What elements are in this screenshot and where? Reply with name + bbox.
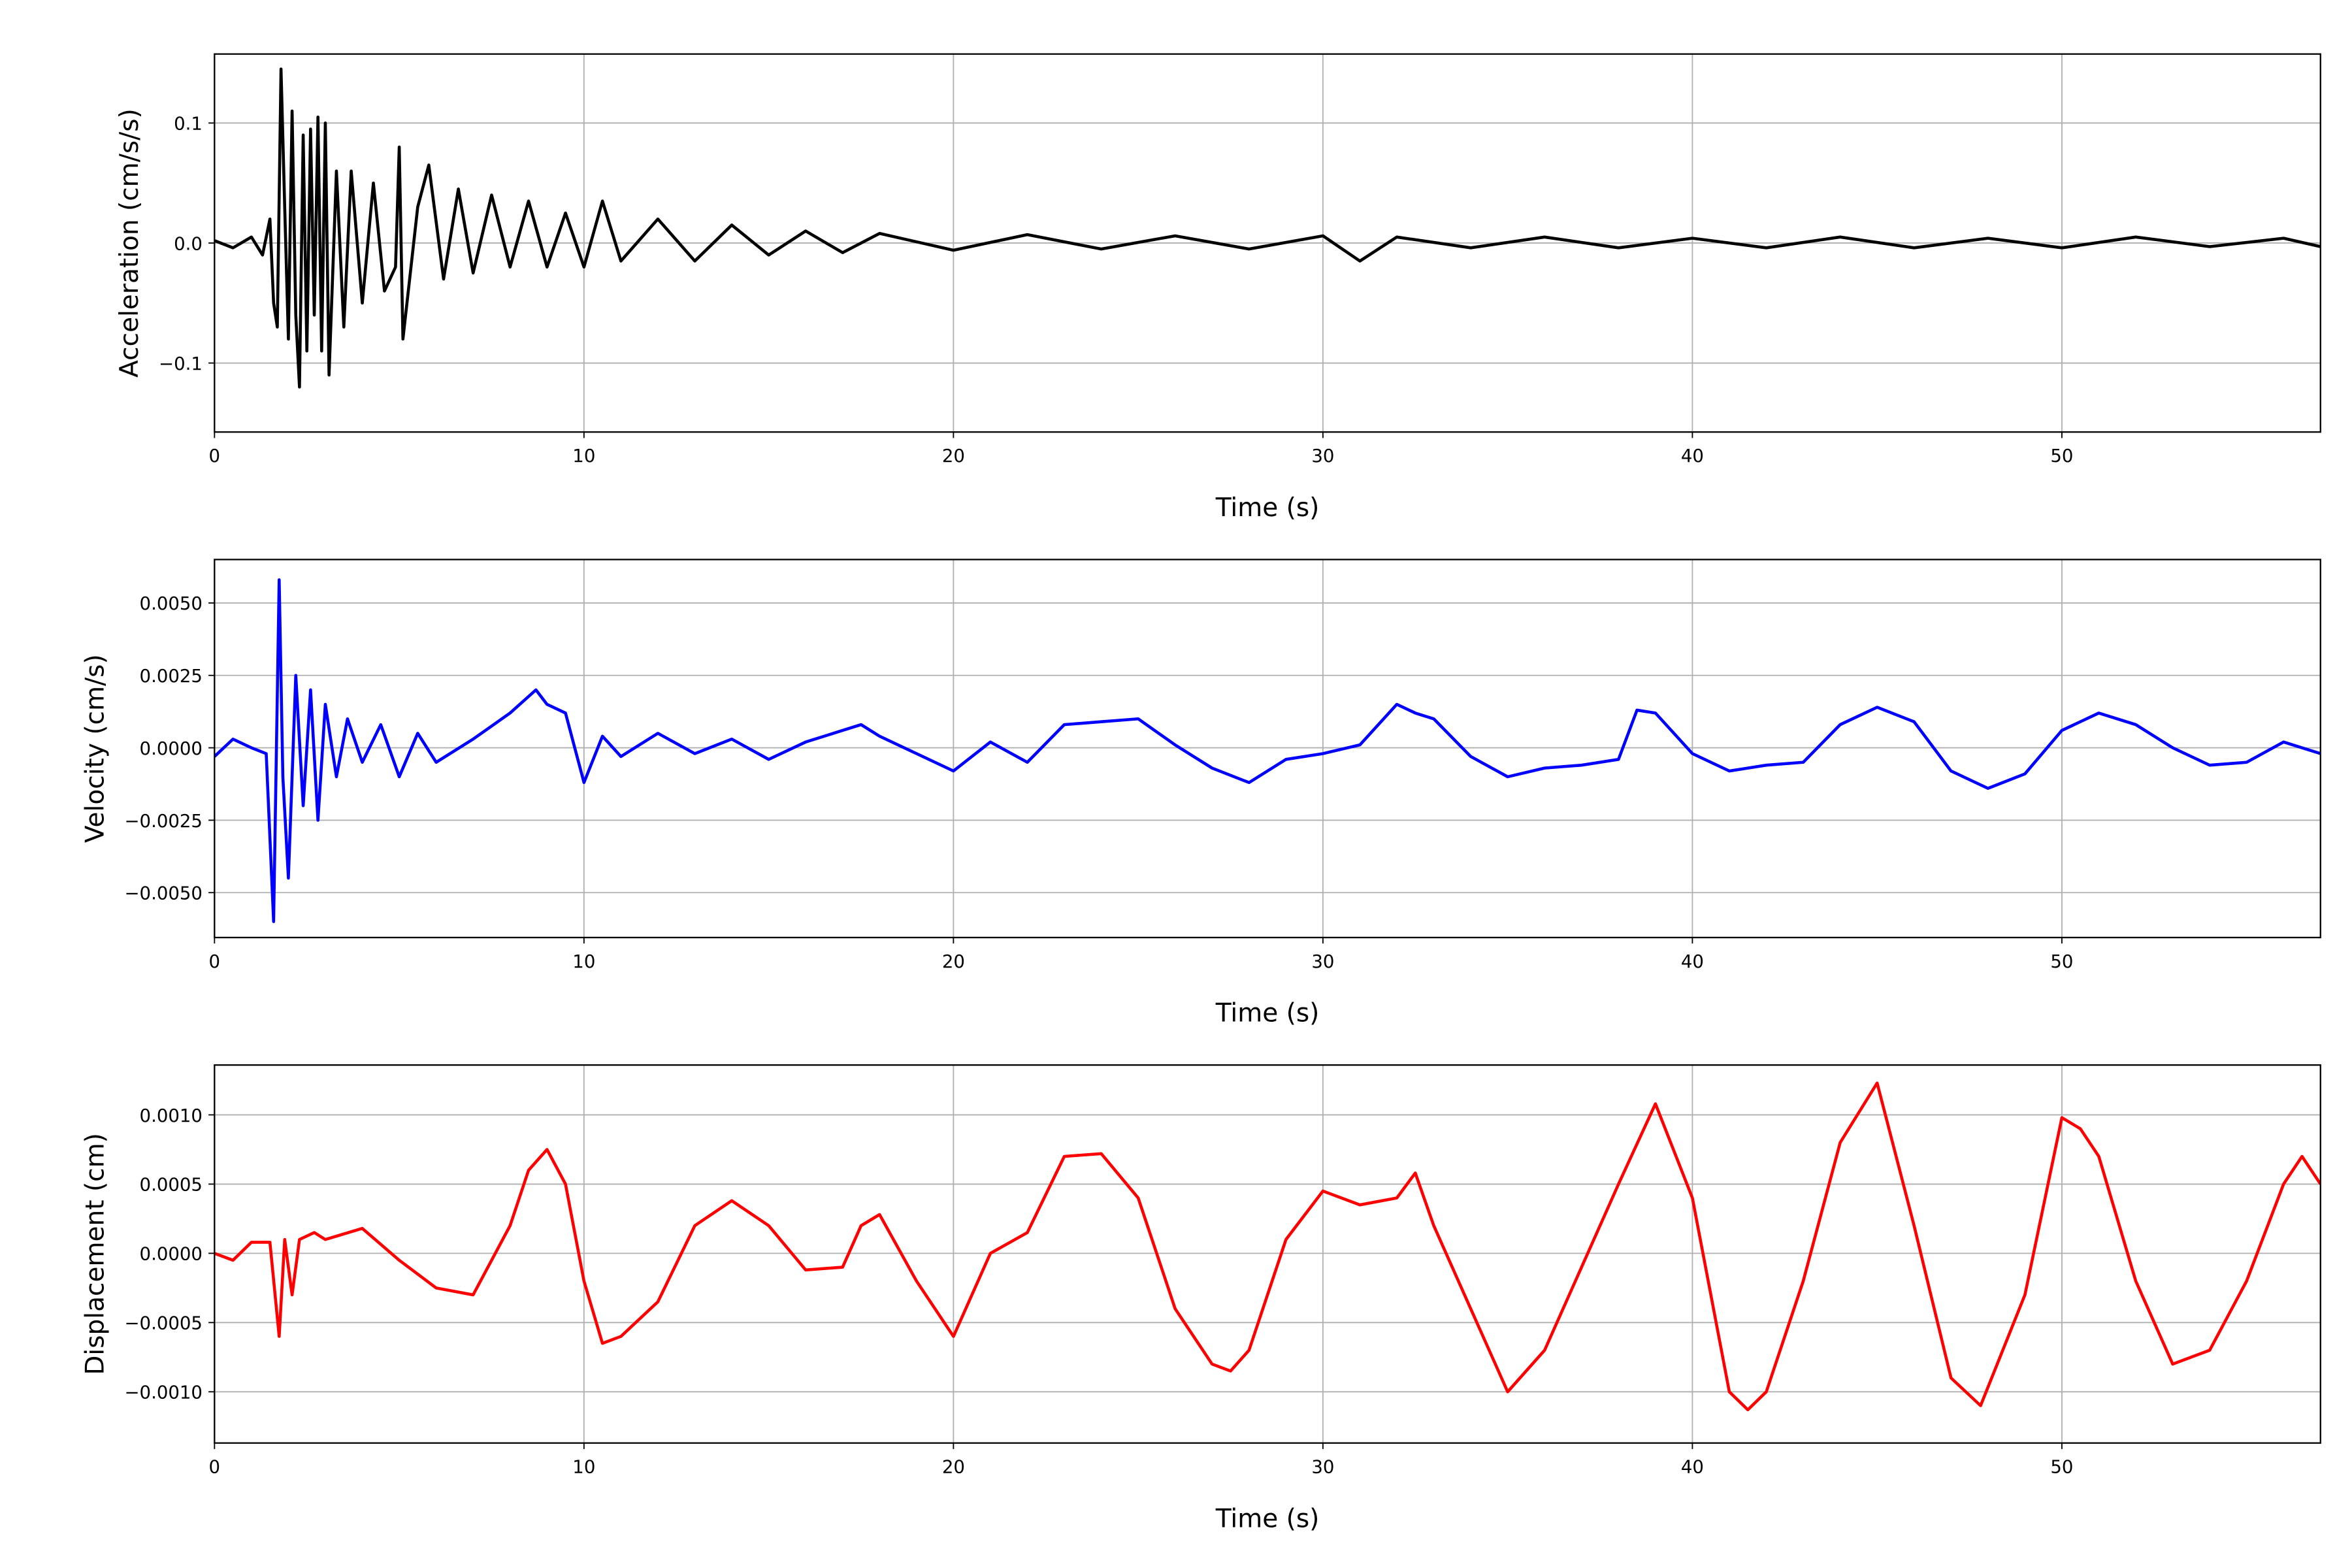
panel: 0 10 20 30 40 50 −0.0010 −0.0005 0.0000 0.0005 0.0… <box>80 1064 2321 1533</box>
plot <box>214 67 2321 389</box>
panel: 0 10 20 30 40 50 −0.0050 −0.0025 0.0000 0.0025 0.0… <box>80 559 2321 1028</box>
y-tick-label: 0.0000 <box>140 738 203 759</box>
y-axis-label: Velocity (cm/s) <box>80 654 110 843</box>
x-tick-label: 0 <box>209 951 221 972</box>
y-tick-label: −0.0025 <box>124 811 202 832</box>
x-tick-label: 10 <box>572 951 595 972</box>
x-tick-label: 40 <box>1681 951 1704 972</box>
x-tick-label: 10 <box>572 1457 595 1478</box>
x-tick-label: 50 <box>2050 951 2073 972</box>
x-tick-label: 0 <box>209 1457 221 1478</box>
x-axis-label: Time (s) <box>1215 999 1320 1028</box>
y-tick-label: −0.1 <box>159 353 203 374</box>
y-tick-label: 0.0010 <box>140 1105 203 1126</box>
y-tick-label: −0.0050 <box>124 883 202 904</box>
plot <box>214 1081 2321 1412</box>
x-tick-label: 50 <box>2050 1457 2073 1478</box>
x-tick-label: 10 <box>572 446 595 466</box>
y-tick-label: 0.0000 <box>140 1244 203 1265</box>
y-tick-label: 0.0050 <box>140 593 203 614</box>
axes-frame <box>214 559 2321 939</box>
x-tick-label: 20 <box>942 951 965 972</box>
y-tick-label: 0.0 <box>174 233 203 254</box>
x-tick-label: 0 <box>209 446 221 466</box>
x-tick-label: 50 <box>2050 446 2073 466</box>
x-tick-label: 30 <box>1311 951 1334 972</box>
x-tick-label: 40 <box>1681 446 1704 466</box>
x-tick-label: 30 <box>1311 1457 1334 1478</box>
plot <box>214 578 2321 923</box>
y-axis-label: Acceleration (cm/s/s) <box>115 108 144 378</box>
y-tick-label: 0.0025 <box>140 666 203 687</box>
x-tick-label: 40 <box>1681 1457 1704 1478</box>
axes-frame <box>214 53 2321 433</box>
y-axis-label: Displacement (cm) <box>80 1133 110 1375</box>
x-tick-label: 20 <box>942 446 965 466</box>
axes-frame <box>214 1064 2321 1444</box>
y-tick-label: −0.0005 <box>124 1313 202 1334</box>
y-tick-label: 0.0005 <box>140 1175 203 1196</box>
x-tick-label: 20 <box>942 1457 965 1478</box>
x-axis-label: Time (s) <box>1215 1504 1320 1533</box>
x-axis-label: Time (s) <box>1215 493 1320 523</box>
panel: 0 10 20 30 40 50 −0.1 0.0 0.1 Time (s) Acceleratio… <box>115 53 2321 523</box>
y-tick-label: −0.0010 <box>124 1382 202 1403</box>
x-tick-label: 30 <box>1311 446 1334 466</box>
y-tick-label: 0.1 <box>174 114 203 135</box>
data-line <box>214 578 2321 923</box>
data-line <box>214 67 2321 389</box>
data-line <box>214 1081 2321 1412</box>
